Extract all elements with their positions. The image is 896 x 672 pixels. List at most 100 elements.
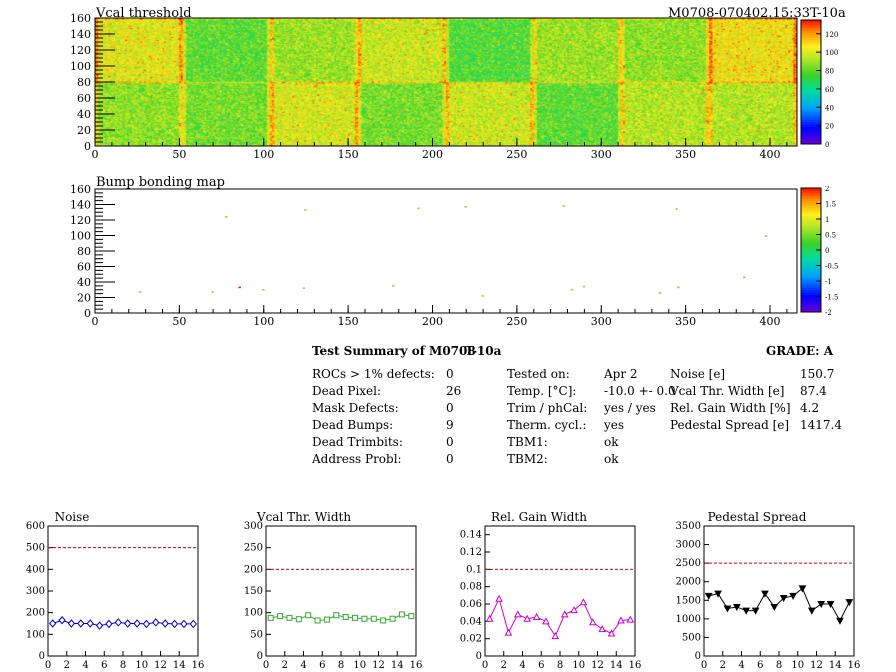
x-tick-label: 10: [135, 660, 148, 671]
palette-swatch: [801, 210, 821, 214]
summary-label: Temp. [°C]:: [507, 384, 577, 398]
vcal-thr-width-plot: Vcal Thr. Width 0 2 4 6 8 10 12 14 16 0 50 100 150 200…: [244, 510, 422, 671]
palette-swatch: [801, 84, 821, 88]
y-tick-label: 40: [77, 108, 91, 121]
palette-swatch: [801, 119, 821, 123]
palette-tick-label: 80: [825, 68, 834, 76]
palette-tick-label: 40: [825, 104, 834, 112]
defect-bump-marker: [138, 291, 142, 293]
summary-value: 1417.4: [800, 418, 842, 432]
palette-swatch: [801, 205, 821, 209]
palette-swatch: [801, 274, 821, 278]
palette-swatch: [801, 269, 821, 273]
y-tick-label: 300: [244, 521, 263, 532]
map-title: Vcal threshold: [96, 6, 192, 21]
y-tick-label: 100: [70, 60, 91, 73]
palette-swatch: [801, 222, 821, 226]
summary-label: Trim / phCal:: [507, 401, 588, 415]
defect-bump-marker: [677, 286, 680, 289]
palette-swatch: [801, 44, 821, 48]
noise-title: Noise: [55, 510, 90, 524]
palette-swatch: [801, 94, 821, 98]
bump-map-title: Bump bonding map: [96, 175, 225, 190]
palette-swatch: [801, 104, 821, 108]
y-tick-label: 100: [244, 608, 263, 619]
y-tick-label: 0: [84, 307, 91, 320]
summary-value: 87.4: [800, 384, 827, 398]
defect-bump-marker: [238, 286, 241, 289]
palette-tick-label: 20: [825, 123, 834, 131]
y-tick-label: 0.14: [460, 530, 482, 541]
bump-bonding-palette: 2 1.5 1 0.5 0 -0.5 -1 -1.5 -2: [800, 186, 839, 316]
x-tick-label: 12: [810, 660, 823, 671]
defect-bump-marker: [658, 292, 662, 294]
rel-gain-width-series-line: [489, 597, 631, 638]
palette-swatch: [801, 200, 821, 204]
summary-label: Pedestal Spread [e]: [670, 418, 790, 432]
data-point: [124, 619, 132, 628]
x-tick-label: 8: [120, 660, 126, 671]
y-tick-label: 2500: [676, 558, 701, 569]
x-tick-label: 6: [101, 660, 107, 671]
data-point: [161, 619, 169, 628]
y-tick-label: 50: [250, 629, 263, 640]
defect-bump-marker: [464, 206, 468, 208]
y-tick-label: 120: [70, 44, 91, 57]
palette-tick-label: 100: [825, 49, 838, 57]
palette-swatch: [801, 86, 821, 90]
x-tick-label: 150: [338, 315, 359, 328]
palette-swatch: [801, 54, 821, 58]
data-point: [305, 612, 312, 619]
palette-swatch: [801, 121, 821, 125]
palette-swatch: [801, 24, 821, 28]
module-id-label: M0708-070402.15:33T-10a: [668, 6, 846, 21]
x-tick-label: 14: [829, 660, 842, 671]
x-tick-label: 300: [591, 148, 612, 161]
palette-swatch: [801, 195, 821, 199]
palette-swatch: [801, 37, 821, 41]
y-tick-label: 160: [70, 183, 91, 196]
x-tick-label: 4: [519, 660, 525, 671]
palette-swatch: [801, 67, 821, 71]
data-point: [779, 595, 788, 603]
rel-gain-width-title: Rel. Gain Width: [491, 510, 587, 524]
x-tick-label: 2: [64, 660, 70, 671]
palette-swatch: [801, 207, 821, 211]
palette-swatch: [801, 297, 821, 301]
palette-swatch: [801, 247, 821, 251]
x-tick-label: 14: [610, 660, 623, 671]
summary-label: Mask Defects:: [312, 401, 399, 415]
y-tick-label: 1000: [676, 614, 701, 625]
data-point: [485, 614, 494, 622]
data-point: [770, 603, 779, 612]
x-tick-label: 10: [791, 660, 804, 671]
palette-swatch: [801, 197, 821, 201]
y-tick-label: 150: [244, 586, 263, 597]
data-point: [277, 613, 284, 620]
x-tick-label: 14: [173, 660, 186, 671]
palette-swatch: [801, 49, 821, 53]
palette-swatch: [801, 22, 821, 26]
palette-tick-label: -0.5: [825, 263, 839, 271]
data-point: [504, 628, 513, 636]
summary-label: ROCs > 1% defects:: [312, 367, 435, 381]
summary-value: 0: [446, 401, 454, 415]
palette-tick-label: 1.5: [825, 201, 836, 209]
y-tick-label: 0.06: [460, 599, 482, 610]
data-point: [523, 614, 532, 622]
y-tick-label: 40: [77, 276, 91, 289]
summary-value: ok: [604, 452, 619, 466]
data-point: [807, 607, 816, 615]
grade-label: GRADE: A: [766, 344, 834, 358]
data-point: [180, 619, 188, 629]
defect-bump-marker: [392, 285, 395, 287]
x-tick-label: 0: [92, 148, 99, 161]
x-tick-label: 150: [338, 148, 359, 161]
y-tick-label: 1500: [676, 595, 701, 606]
defect-bump-marker: [675, 208, 678, 210]
palette-swatch: [801, 74, 821, 78]
data-point: [626, 615, 635, 623]
palette-frame: [800, 19, 822, 145]
palette-swatch: [801, 116, 821, 120]
